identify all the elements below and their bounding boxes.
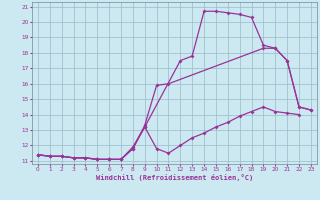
X-axis label: Windchill (Refroidissement éolien,°C): Windchill (Refroidissement éolien,°C) [96,174,253,181]
